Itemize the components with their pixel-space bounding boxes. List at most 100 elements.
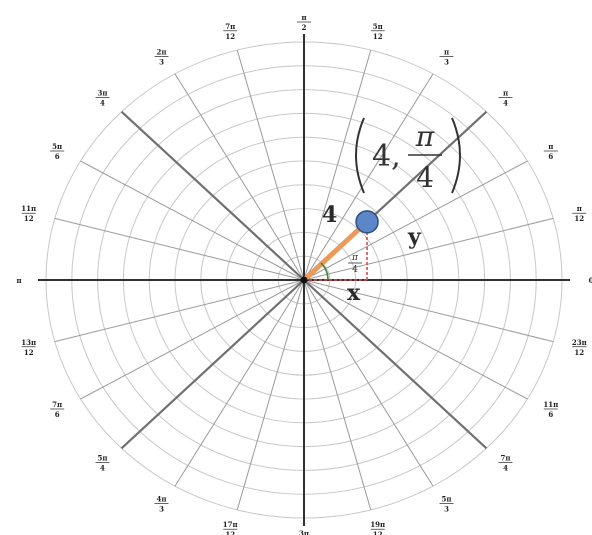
left-paren (355, 117, 365, 194)
angle-tick-label: 3π4 (95, 89, 110, 108)
angle-tick-labels: π12π6π4π35π12π27π122π33π45π611π12π13π127… (16, 13, 592, 535)
polar-spoke (54, 217, 305, 281)
angle-tick-denominator: 12 (574, 348, 584, 357)
polar-spoke (303, 279, 372, 511)
angle-tick-label: π3 (439, 48, 454, 67)
angle-tick-label: 0 (589, 276, 592, 285)
angle-tick-label: 5π3 (439, 494, 454, 513)
angle-tick-denominator: 3 (159, 504, 164, 513)
angle-arc (320, 262, 329, 281)
angle-tick-denominator: 6 (548, 410, 553, 419)
angle-tick-denominator: 12 (225, 530, 235, 535)
polar-spoke (174, 279, 305, 487)
coord-theta-denominator: 4 (416, 161, 434, 194)
polar-spoke (303, 217, 554, 281)
angle-tick-numerator: 19π (370, 520, 385, 529)
angle-tick-numerator: π (301, 13, 306, 22)
angle-tick-denominator: 3 (444, 504, 449, 513)
point-coordinate-label: 4, π 4 (355, 117, 461, 194)
radius-segment (301, 219, 370, 283)
angle-tick-numerator: 3π (97, 89, 107, 98)
angle-tick-numerator: π (444, 48, 449, 57)
angle-tick-label: 5π6 (50, 142, 65, 161)
angle-tick-label: π4 (498, 89, 513, 108)
polar-spoke (303, 73, 434, 281)
polar-spoke (303, 279, 434, 487)
angle-tick-denominator: 3 (444, 58, 449, 67)
polar-spoke (54, 279, 305, 343)
angle-tick-label: π (16, 276, 21, 285)
coord-r: 4, (372, 139, 401, 174)
right-paren (451, 117, 461, 194)
angle-tick-denominator: 2 (302, 23, 307, 32)
angle-tick-label: π6 (543, 142, 558, 161)
angle-tick-numerator: 3π (299, 529, 309, 535)
radius-label: 4 (322, 202, 337, 228)
polar-spoke (303, 279, 488, 450)
angle-tick-numerator: 2π (157, 48, 167, 57)
angle-tick-numerator: 7π (52, 400, 62, 409)
angle-tick-numerator: 23π (572, 338, 587, 347)
angle-tick-denominator: 4 (100, 99, 105, 108)
angle-tick-numerator: π (548, 142, 553, 151)
angle-tick-numerator: π (503, 89, 508, 98)
x-label: x (347, 280, 361, 306)
angle-tick-numerator: 17π (223, 520, 238, 529)
polar-spoke (80, 279, 305, 400)
origin-marker (300, 276, 308, 284)
angle-tick-numerator: 5π (373, 22, 383, 31)
angle-tick-numerator: 11π (543, 400, 558, 409)
angle-tick-numerator: π (16, 276, 21, 285)
polar-spoke (303, 279, 528, 400)
polar-spoke (236, 49, 305, 281)
angle-tick-numerator: 5π (442, 494, 452, 503)
angle-tick-label: 3π2 (299, 529, 309, 535)
angle-tick-denominator: 3 (159, 58, 164, 67)
angle-tick-label: 5π4 (95, 453, 110, 472)
angle-tick-denominator: 12 (373, 530, 383, 535)
angle-label-denominator: 4 (352, 265, 358, 275)
angle-tick-numerator: 5π (52, 142, 62, 151)
angle-tick-denominator: 4 (503, 99, 508, 108)
coord-theta-numerator: π (415, 120, 435, 153)
angle-tick-label: 2π3 (154, 48, 169, 67)
y-label: y (407, 224, 422, 250)
angle-tick-denominator: 12 (225, 32, 235, 41)
polar-point-marker (355, 210, 379, 234)
angle-tick-numerator: 5π (97, 453, 107, 462)
polar-spoke (303, 160, 528, 281)
angle-tick-numerator: 13π (21, 338, 36, 347)
angle-tick-denominator: 6 (55, 152, 60, 161)
angle-tick-numerator: 4π (157, 494, 167, 503)
angle-label-numerator: π (351, 253, 359, 263)
polar-spoke (174, 73, 305, 281)
angle-tick-label: π12 (572, 204, 587, 223)
angle-tick-label: 7π4 (498, 453, 513, 472)
angle-tick-denominator: 6 (55, 410, 60, 419)
polar-spoke (303, 49, 372, 281)
angle-tick-numerator: π (577, 204, 582, 213)
angle-tick-label: π2 (297, 13, 311, 32)
angle-tick-numerator: 7π (501, 453, 511, 462)
angle-tick-denominator: 6 (548, 152, 553, 161)
polar-spokes (54, 49, 554, 511)
polar-spoke (120, 110, 305, 281)
angle-tick-numerator: 11π (21, 204, 36, 213)
angle-tick-denominator: 12 (373, 32, 383, 41)
angle-tick-denominator: 12 (24, 214, 34, 223)
angle-tick-label: 4π3 (154, 494, 169, 513)
polar-spoke (236, 279, 305, 511)
point-construction: 4 y x π 4 4, π 4 (300, 117, 461, 306)
angle-tick-label: 7π6 (50, 400, 65, 419)
angle-tick-denominator: 4 (100, 463, 105, 472)
angle-tick-denominator: 12 (24, 348, 34, 357)
